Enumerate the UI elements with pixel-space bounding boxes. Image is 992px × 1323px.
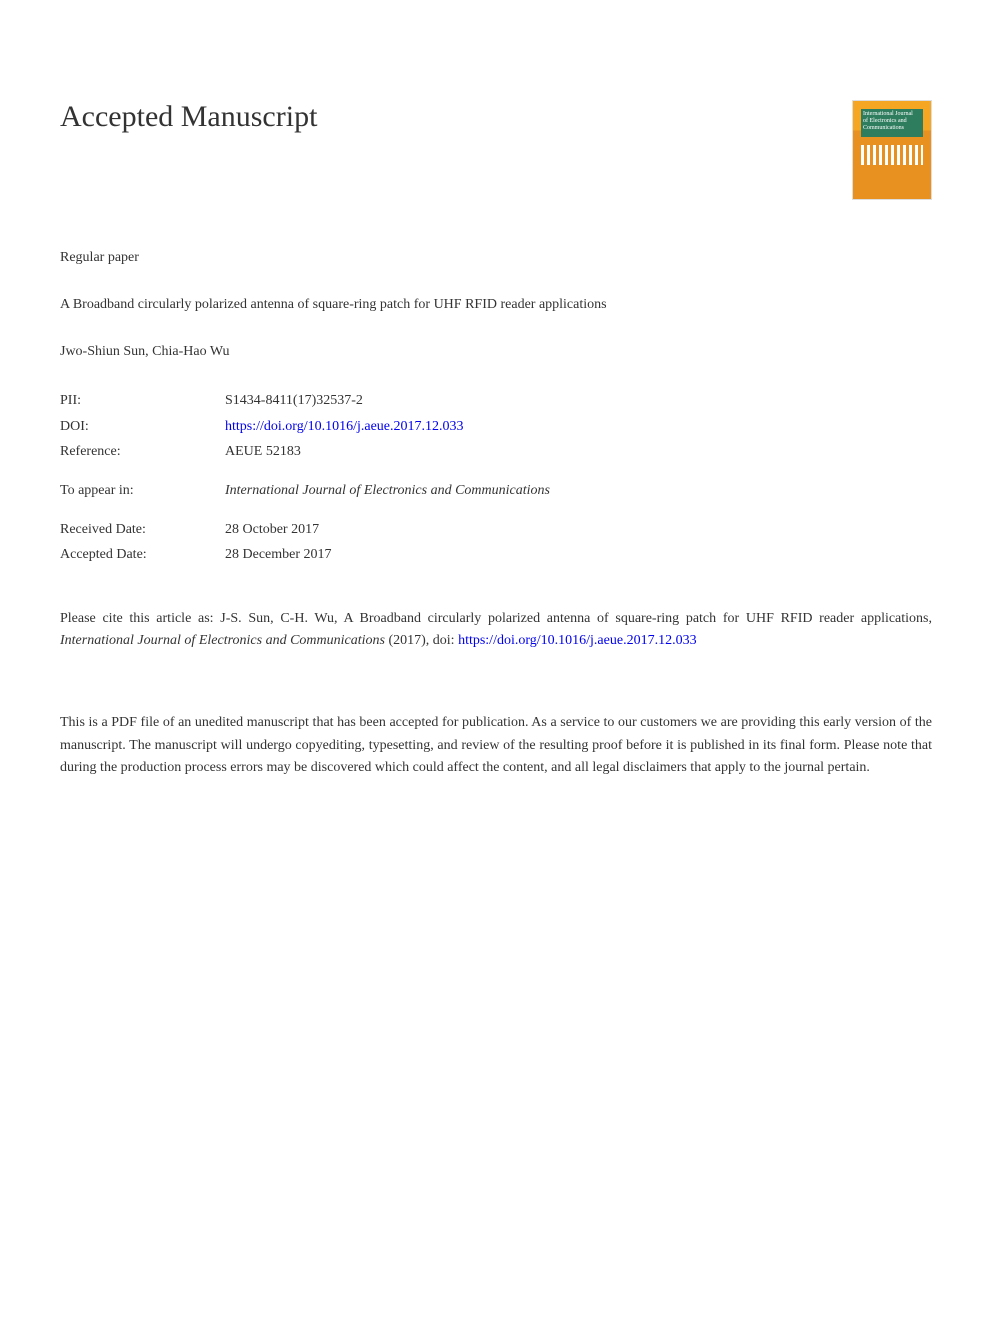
meta-value: 28 December 2017 xyxy=(225,542,625,567)
paper-type: Regular paper xyxy=(60,250,932,266)
citation-doi-link[interactable]: https://doi.org/10.1016/j.aeue.2017.12.0… xyxy=(458,633,697,648)
meta-value: International Journal of Electronics and… xyxy=(225,478,625,503)
journal-thumb-graphic xyxy=(861,145,923,165)
disclaimer-text: This is a PDF file of an unedited manusc… xyxy=(60,712,932,779)
meta-label: PII: xyxy=(60,388,225,413)
meta-label: Accepted Date: xyxy=(60,542,225,567)
accepted-manuscript-heading: Accepted Manuscript xyxy=(60,100,317,134)
citation-year: (2017), doi: xyxy=(385,633,458,648)
journal-thumb-title: International Journal of Electronics and… xyxy=(861,109,923,137)
meta-label: DOI: xyxy=(60,414,225,439)
meta-row-pii: PII: S1434-8411(17)32537-2 xyxy=(60,388,932,413)
meta-label: Received Date: xyxy=(60,517,225,542)
doi-link[interactable]: https://doi.org/10.1016/j.aeue.2017.12.0… xyxy=(225,414,625,439)
meta-row-reference: Reference: AEUE 52183 xyxy=(60,439,932,464)
meta-row-accepted: Accepted Date: 28 December 2017 xyxy=(60,542,932,567)
journal-cover-thumbnail: International Journal of Electronics and… xyxy=(852,100,932,200)
meta-label: To appear in: xyxy=(60,478,225,503)
meta-spacer xyxy=(60,464,932,478)
metadata-table: PII: S1434-8411(17)32537-2 DOI: https://… xyxy=(60,388,932,567)
citation-prefix: Please cite this article as: J-S. Sun, C… xyxy=(60,611,932,626)
header-row: Accepted Manuscript International Journa… xyxy=(60,100,932,200)
citation-journal: International Journal of Electronics and… xyxy=(60,633,385,648)
meta-row-appear-in: To appear in: International Journal of E… xyxy=(60,478,932,503)
authors: Jwo-Shiun Sun, Chia-Hao Wu xyxy=(60,344,932,360)
meta-value: AEUE 52183 xyxy=(225,439,625,464)
paper-title: A Broadband circularly polarized antenna… xyxy=(60,294,660,316)
meta-value: 28 October 2017 xyxy=(225,517,625,542)
meta-row-received: Received Date: 28 October 2017 xyxy=(60,517,932,542)
meta-row-doi: DOI: https://doi.org/10.1016/j.aeue.2017… xyxy=(60,414,932,439)
citation-text: Please cite this article as: J-S. Sun, C… xyxy=(60,608,932,653)
meta-spacer xyxy=(60,503,932,517)
meta-label: Reference: xyxy=(60,439,225,464)
meta-value: S1434-8411(17)32537-2 xyxy=(225,388,625,413)
